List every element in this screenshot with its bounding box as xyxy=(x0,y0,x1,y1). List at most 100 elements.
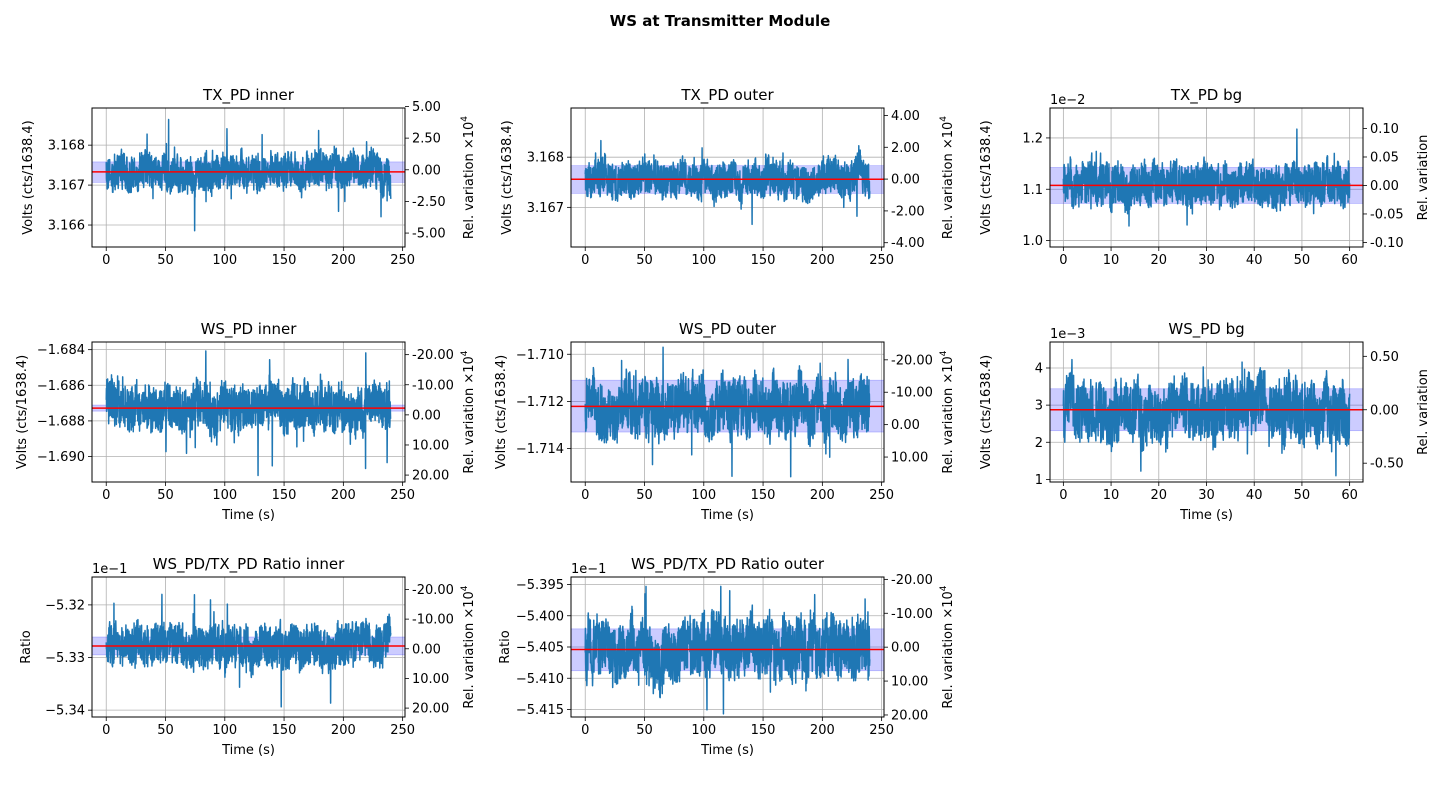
y2-tick-label: 0.00 xyxy=(412,408,441,423)
figure-title: WS at Transmitter Module xyxy=(609,12,831,30)
y-axis-label: Volts (cts/1638.4) xyxy=(494,355,509,469)
y2-tick-label: 10.00 xyxy=(891,675,928,690)
x-tick-label: 100 xyxy=(691,488,716,503)
y-axis-label: Volts (cts/1638.4) xyxy=(15,355,30,469)
y2-tick-label: 10.00 xyxy=(412,672,449,687)
y-offset-label: 1e−1 xyxy=(571,562,606,577)
y2-tick-label: 0.00 xyxy=(1370,179,1399,194)
y2-tick-label: -10.00 xyxy=(891,386,933,401)
y-tick-label: 1.1 xyxy=(1022,183,1043,198)
subplot-6: 0 10 20 30 40 50 60 1 2 3 4 -0.50 0.00 0.50 WS_PD bg 1e… xyxy=(979,320,1431,523)
subplot-title: WS_PD bg xyxy=(1168,320,1244,339)
x-tick-label: 150 xyxy=(272,488,297,503)
x-tick-label: 200 xyxy=(810,723,835,738)
x-tick-label: 60 xyxy=(1341,488,1358,503)
series-line xyxy=(1062,128,1351,227)
y2-tick-label: 2.00 xyxy=(891,141,920,156)
y2-tick-label: -2.50 xyxy=(412,195,446,210)
subplot-title: TX_PD bg xyxy=(1170,86,1242,105)
series-line xyxy=(105,593,392,708)
x-axis-label: Time (s) xyxy=(1179,508,1233,523)
subplot-2: 0 50 100 150 200 250 3.167 3.168 -4.00 -2.00 0.00 2… xyxy=(500,86,956,268)
y-tick-label: −5.34 xyxy=(45,704,85,719)
axes-frame xyxy=(91,576,406,718)
y2-tick-label: -20.00 xyxy=(891,353,933,368)
x-tick-label: 50 xyxy=(157,723,174,738)
subplot-8: 0 50 100 150 200 250 −5.415 −5.410 −5.405 −5.400 −… xyxy=(498,555,956,758)
subplot-1: 0 50 100 150 200 250 3.166 3.167 3.168 -5.00 -2.50… xyxy=(21,86,477,268)
y2-axis-label: Rel. variation ×104 xyxy=(460,350,477,473)
y-axis-label: Volts (cts/1638.4) xyxy=(500,120,515,234)
x-tick-label: 0 xyxy=(581,723,589,738)
y-tick-label: −1.712 xyxy=(516,395,564,410)
y2-tick-label: -4.00 xyxy=(891,236,925,251)
y2-axis-label: Rel. variation xyxy=(1416,369,1431,455)
subplot-7: 0 50 100 150 200 250 −5.34 −5.33 −5.32 20.00 10.00… xyxy=(19,555,477,758)
series-line xyxy=(584,585,871,715)
y2-axis-label: Rel. variation ×104 xyxy=(939,350,956,473)
y2-tick-label: 10.00 xyxy=(412,438,449,453)
x-axis-label: Time (s) xyxy=(700,743,754,758)
y-tick-label: −1.688 xyxy=(37,414,85,429)
y2-tick-label: -10.00 xyxy=(412,613,454,628)
y-tick-label: −1.686 xyxy=(37,379,85,394)
x-tick-label: 30 xyxy=(1198,253,1215,268)
y2-axis-label-text: Rel. variation ×10 xyxy=(462,591,477,708)
y2-tick-label: 0.00 xyxy=(891,641,920,656)
y2-tick-label: -20.00 xyxy=(412,348,454,363)
y2-axis-label-text: Rel. variation xyxy=(1416,369,1431,455)
x-axis-label: Time (s) xyxy=(221,743,275,758)
x-tick-label: 0 xyxy=(102,723,110,738)
subplot-title: TX_PD inner xyxy=(202,86,295,105)
x-tick-label: 150 xyxy=(751,488,776,503)
y2-axis-label-text: Rel. variation ×10 xyxy=(941,356,956,473)
x-tick-label: 40 xyxy=(1246,488,1263,503)
x-tick-label: 0 xyxy=(581,253,589,268)
x-tick-label: 0 xyxy=(581,488,589,503)
x-tick-label: 200 xyxy=(810,253,835,268)
y2-axis-label-exponent: 4 xyxy=(939,116,949,122)
x-tick-label: 10 xyxy=(1103,253,1120,268)
y2-tick-label: 20.00 xyxy=(412,702,449,717)
y2-tick-label: -0.50 xyxy=(1370,457,1404,472)
y2-tick-label: 20.00 xyxy=(891,708,928,723)
y2-axis-label: Rel. variation ×104 xyxy=(939,585,956,708)
x-tick-label: 150 xyxy=(751,723,776,738)
y2-axis-label-text: Rel. variation xyxy=(1416,135,1431,221)
x-axis-label: Time (s) xyxy=(221,508,275,523)
y2-tick-label: -10.00 xyxy=(891,607,933,622)
y2-tick-label: 0.00 xyxy=(412,163,441,178)
y2-axis-label: Rel. variation ×104 xyxy=(939,116,956,239)
x-tick-label: 250 xyxy=(390,723,415,738)
y2-tick-label: 4.00 xyxy=(891,109,920,124)
x-tick-label: 250 xyxy=(869,723,894,738)
y2-axis-label-text: Rel. variation ×10 xyxy=(941,122,956,239)
y-tick-label: 1 xyxy=(1035,473,1043,488)
y-tick-label: 3.168 xyxy=(527,151,564,166)
axes-frame xyxy=(91,107,406,248)
y-tick-label: −1.690 xyxy=(37,450,85,465)
y-tick-label: −5.410 xyxy=(516,672,564,687)
y2-axis-label-exponent: 4 xyxy=(939,350,949,356)
y2-tick-label: -0.05 xyxy=(1370,207,1404,222)
y2-tick-label: -20.00 xyxy=(412,583,454,598)
x-tick-label: 50 xyxy=(1294,253,1311,268)
x-tick-label: 60 xyxy=(1341,253,1358,268)
x-tick-label: 200 xyxy=(331,488,356,503)
y-offset-label: 1e−2 xyxy=(1050,93,1085,108)
y2-tick-label: 0.00 xyxy=(412,642,441,657)
y2-tick-label: 0.00 xyxy=(891,173,920,188)
x-tick-label: 250 xyxy=(869,253,894,268)
y-tick-label: −1.710 xyxy=(516,348,564,363)
y2-axis-label: Rel. variation ×104 xyxy=(460,116,477,239)
y-tick-label: 3.167 xyxy=(48,179,85,194)
y2-tick-label: -10.00 xyxy=(412,378,454,393)
y2-axis-label-text: Rel. variation ×10 xyxy=(941,591,956,708)
x-tick-label: 50 xyxy=(157,488,174,503)
y-offset-label: 1e−3 xyxy=(1050,327,1085,342)
x-tick-label: 100 xyxy=(691,723,716,738)
y-tick-label: 3 xyxy=(1035,399,1043,414)
x-tick-label: 200 xyxy=(331,723,356,738)
y-tick-label: −1.714 xyxy=(516,442,564,457)
